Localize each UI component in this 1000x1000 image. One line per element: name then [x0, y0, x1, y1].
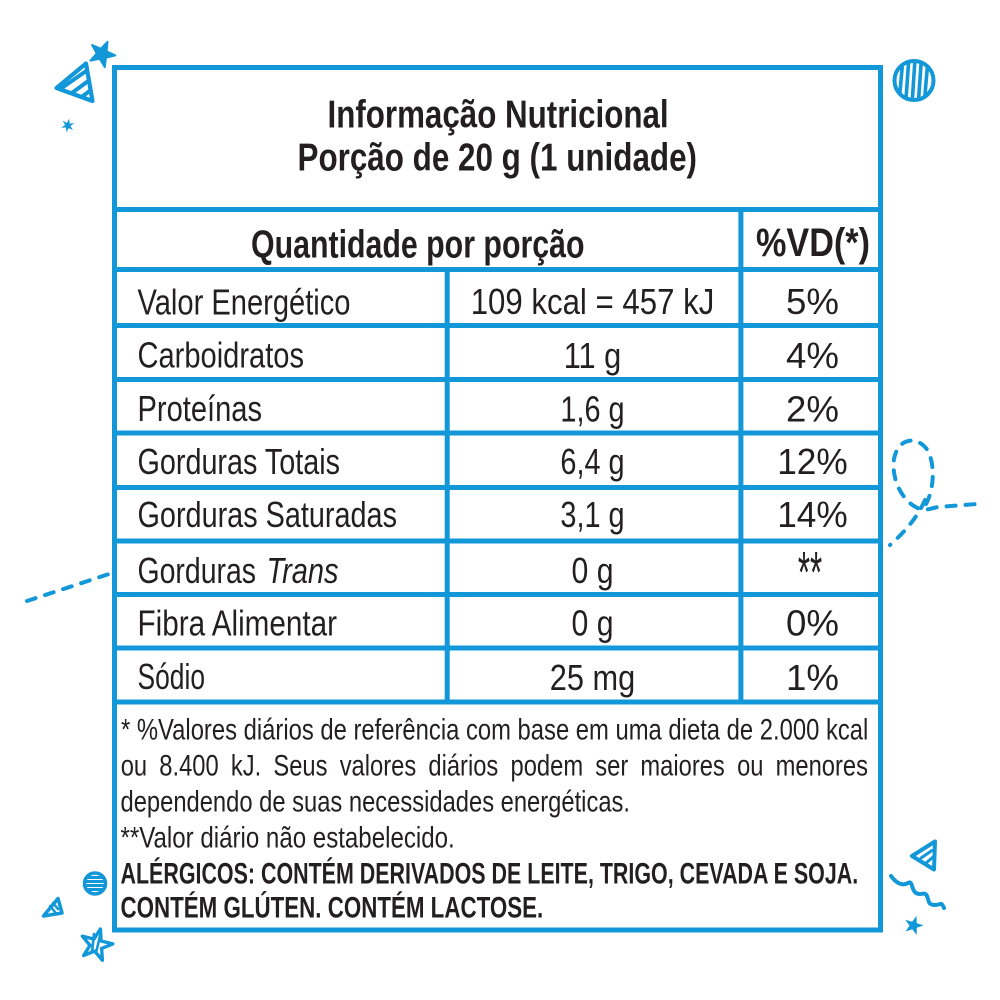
svg-text:11 g: 11 g: [564, 335, 622, 376]
svg-text:1%: 1%: [786, 657, 839, 698]
svg-text:Valor Energético: Valor Energético: [138, 282, 351, 323]
svg-text:0%: 0%: [786, 603, 839, 644]
svg-text:menores: menores: [776, 750, 868, 783]
svg-text:ser: ser: [595, 750, 628, 783]
svg-text:ALÉRGICOS: CONTÉM DERIVADOS DE: ALÉRGICOS: CONTÉM DERIVADOS DE LEITE, TR…: [121, 857, 859, 891]
svg-text:Carboidratos: Carboidratos: [138, 335, 305, 376]
svg-text:6,4 g: 6,4 g: [560, 441, 624, 482]
svg-text:2%: 2%: [786, 389, 839, 430]
svg-text:Gorduras Totais: Gorduras Totais: [138, 441, 341, 482]
svg-text:0 g: 0 g: [572, 550, 614, 591]
svg-text:5%: 5%: [786, 281, 839, 322]
svg-text:8.400: 8.400: [159, 750, 218, 783]
svg-text:4%: 4%: [786, 335, 839, 376]
svg-text:1,6 g: 1,6 g: [560, 389, 624, 430]
svg-text:Gorduras: Gorduras: [138, 550, 257, 591]
svg-text:maiores: maiores: [640, 750, 724, 783]
svg-text:* %Valores diários de referênc: * %Valores diários de referência com bas…: [121, 714, 868, 747]
svg-text:14%: 14%: [777, 494, 848, 535]
svg-text:podem: podem: [511, 750, 584, 783]
svg-text:Porção de 20 g (1 unidade): Porção de 20 g (1 unidade): [298, 137, 698, 180]
svg-text:Sódio: Sódio: [138, 656, 206, 697]
svg-text:Trans: Trans: [267, 550, 339, 591]
svg-text:**Valor diário não estabelecid: **Valor diário não estabelecido.: [121, 821, 455, 854]
svg-text:Seus: Seus: [273, 750, 327, 783]
svg-text:Proteínas: Proteínas: [138, 388, 263, 429]
svg-text:ou: ou: [121, 750, 147, 783]
svg-text:**: **: [798, 540, 822, 605]
svg-text:CONTÉM GLÚTEN. CONTÉM LACTOSE.: CONTÉM GLÚTEN. CONTÉM LACTOSE.: [121, 891, 544, 925]
svg-text:0 g: 0 g: [572, 603, 614, 644]
svg-text:ou: ou: [737, 750, 763, 783]
svg-text:%VD(*): %VD(*): [756, 221, 870, 265]
svg-text:Quantidade por porção: Quantidade por porção: [251, 224, 585, 267]
svg-text:kJ.: kJ.: [231, 750, 261, 783]
svg-text:Gorduras Saturadas: Gorduras Saturadas: [138, 494, 398, 535]
svg-text:25 mg: 25 mg: [550, 657, 635, 698]
svg-text:diários: diários: [428, 750, 498, 783]
svg-text:Fibra Alimentar: Fibra Alimentar: [138, 603, 338, 644]
svg-text:109 kcal = 457 kJ: 109 kcal = 457 kJ: [471, 281, 715, 322]
svg-text:dependendo de suas necessidade: dependendo de suas necessidades energéti…: [121, 786, 631, 819]
svg-text:3,1 g: 3,1 g: [560, 494, 624, 535]
svg-text:12%: 12%: [777, 441, 848, 482]
svg-text:Informação Nutricional: Informação Nutricional: [328, 94, 669, 137]
svg-text:valores: valores: [340, 750, 417, 783]
